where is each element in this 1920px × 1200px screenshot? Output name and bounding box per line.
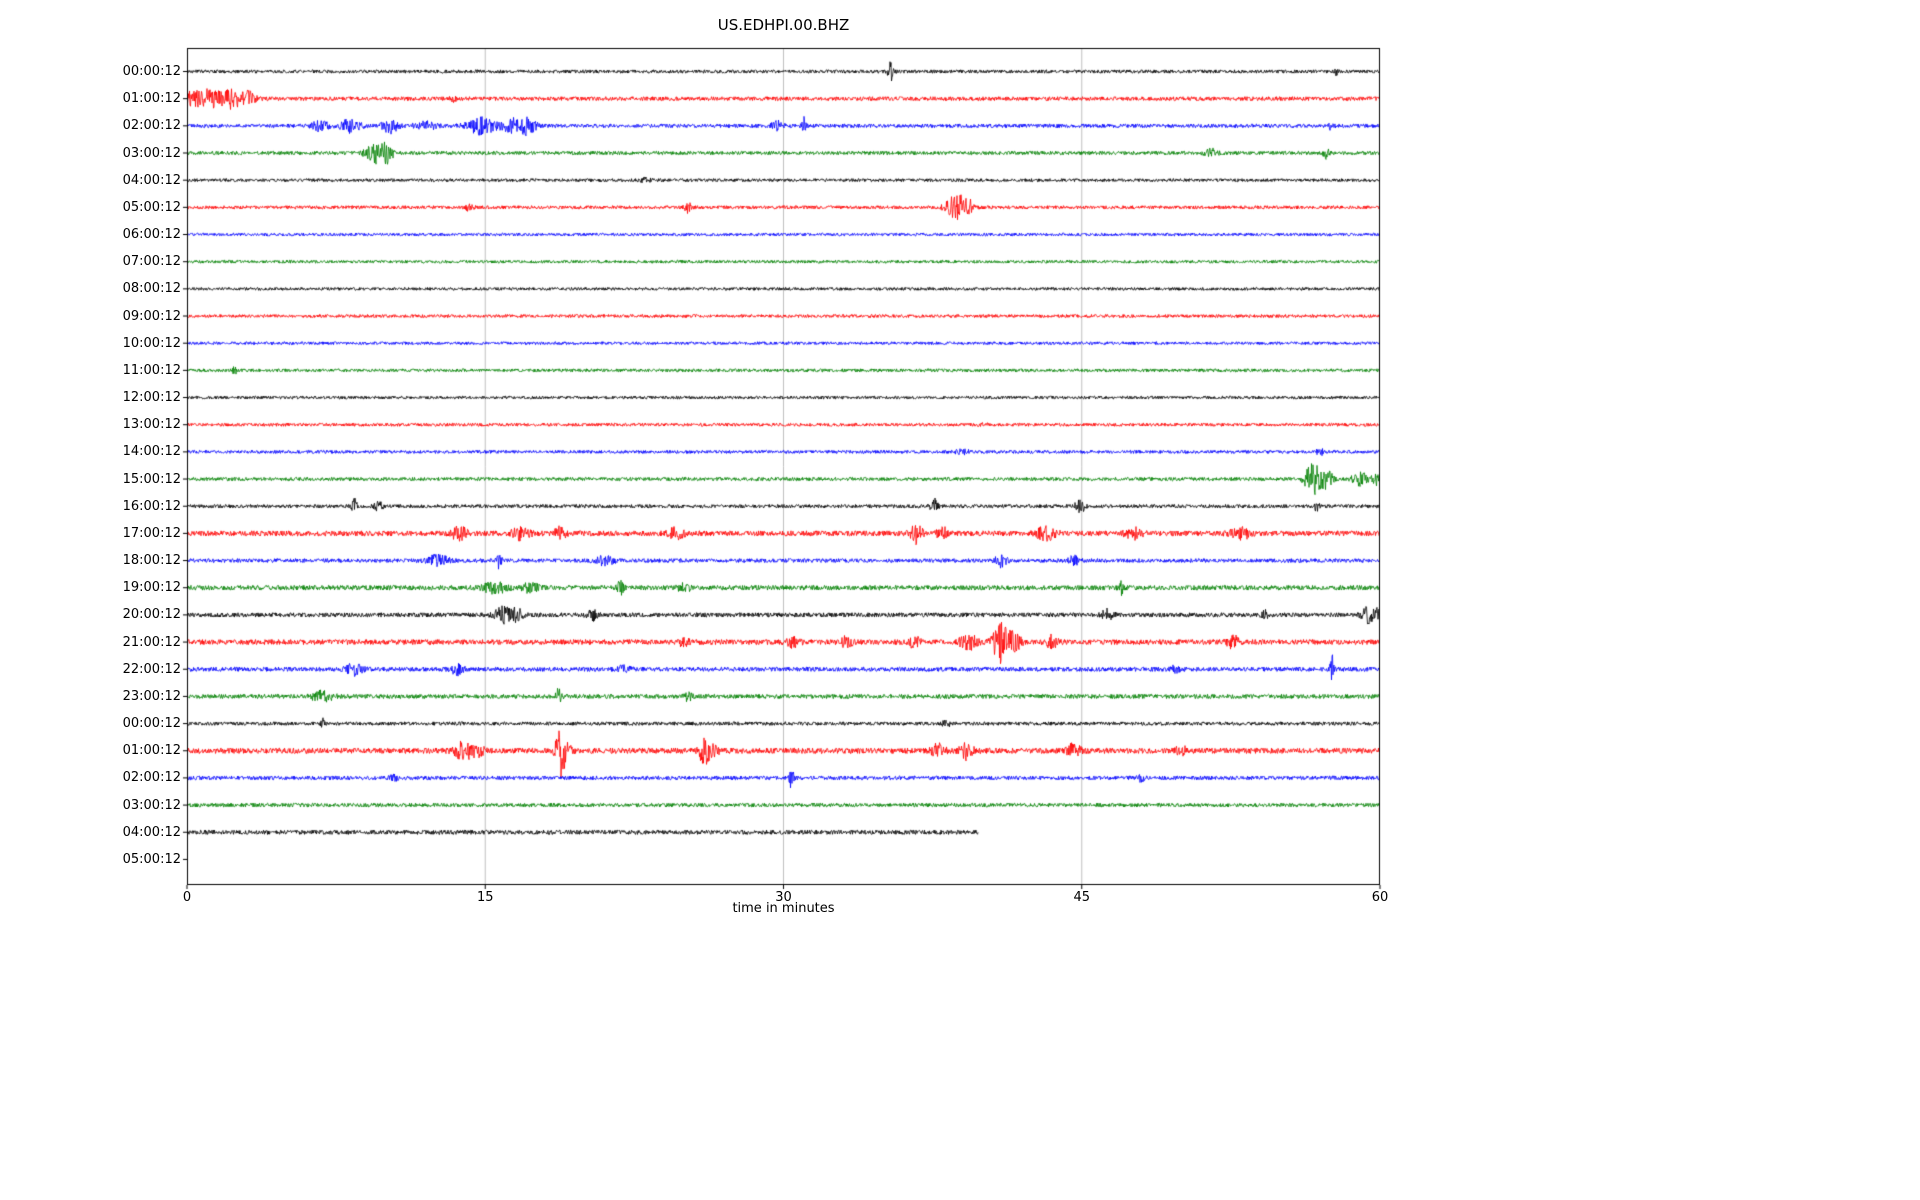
row-label: 01:00:12 <box>122 743 181 759</box>
x-tick-label: 15 <box>476 890 494 905</box>
row-label: 16:00:12 <box>122 498 181 514</box>
row-label: 05:00:12 <box>122 851 181 867</box>
row-label: 04:00:12 <box>122 824 181 840</box>
row-label: 11:00:12 <box>122 362 181 378</box>
chart-title: US.EDHPI.00.BHZ <box>717 16 850 34</box>
x-tick-label: 0 <box>182 890 192 905</box>
row-label: 04:00:12 <box>122 172 181 188</box>
row-label: 02:00:12 <box>122 118 181 134</box>
row-label: 19:00:12 <box>122 580 181 596</box>
row-label: 00:00:12 <box>122 716 181 732</box>
x-tick-label: 45 <box>1073 890 1091 905</box>
row-label: 15:00:12 <box>122 471 181 487</box>
row-label: 06:00:12 <box>122 227 181 243</box>
row-label: 18:00:12 <box>122 553 181 569</box>
row-label: 03:00:12 <box>122 797 181 813</box>
row-label: 03:00:12 <box>122 145 181 161</box>
row-label: 08:00:12 <box>122 281 181 297</box>
x-tick-label: 30 <box>775 890 792 905</box>
row-label: 17:00:12 <box>122 525 181 541</box>
row-label: 01:00:12 <box>122 91 181 107</box>
row-label: 21:00:12 <box>122 634 181 650</box>
row-label: 05:00:12 <box>122 199 181 215</box>
x-tick-label: 60 <box>1371 890 1389 905</box>
row-label: 23:00:12 <box>122 688 181 704</box>
row-label: 13:00:12 <box>122 417 181 433</box>
row-label: 12:00:12 <box>122 390 181 406</box>
row-label: 07:00:12 <box>122 254 181 270</box>
row-label: 20:00:12 <box>122 607 181 623</box>
row-label: 14:00:12 <box>122 444 181 460</box>
row-label: 00:00:12 <box>122 64 181 79</box>
row-label: 09:00:12 <box>122 308 181 324</box>
row-label: 02:00:12 <box>122 770 181 786</box>
row-label: 10:00:12 <box>122 335 181 351</box>
row-label: 22:00:12 <box>122 661 181 677</box>
x-axis-label: time in minutes <box>732 901 835 916</box>
